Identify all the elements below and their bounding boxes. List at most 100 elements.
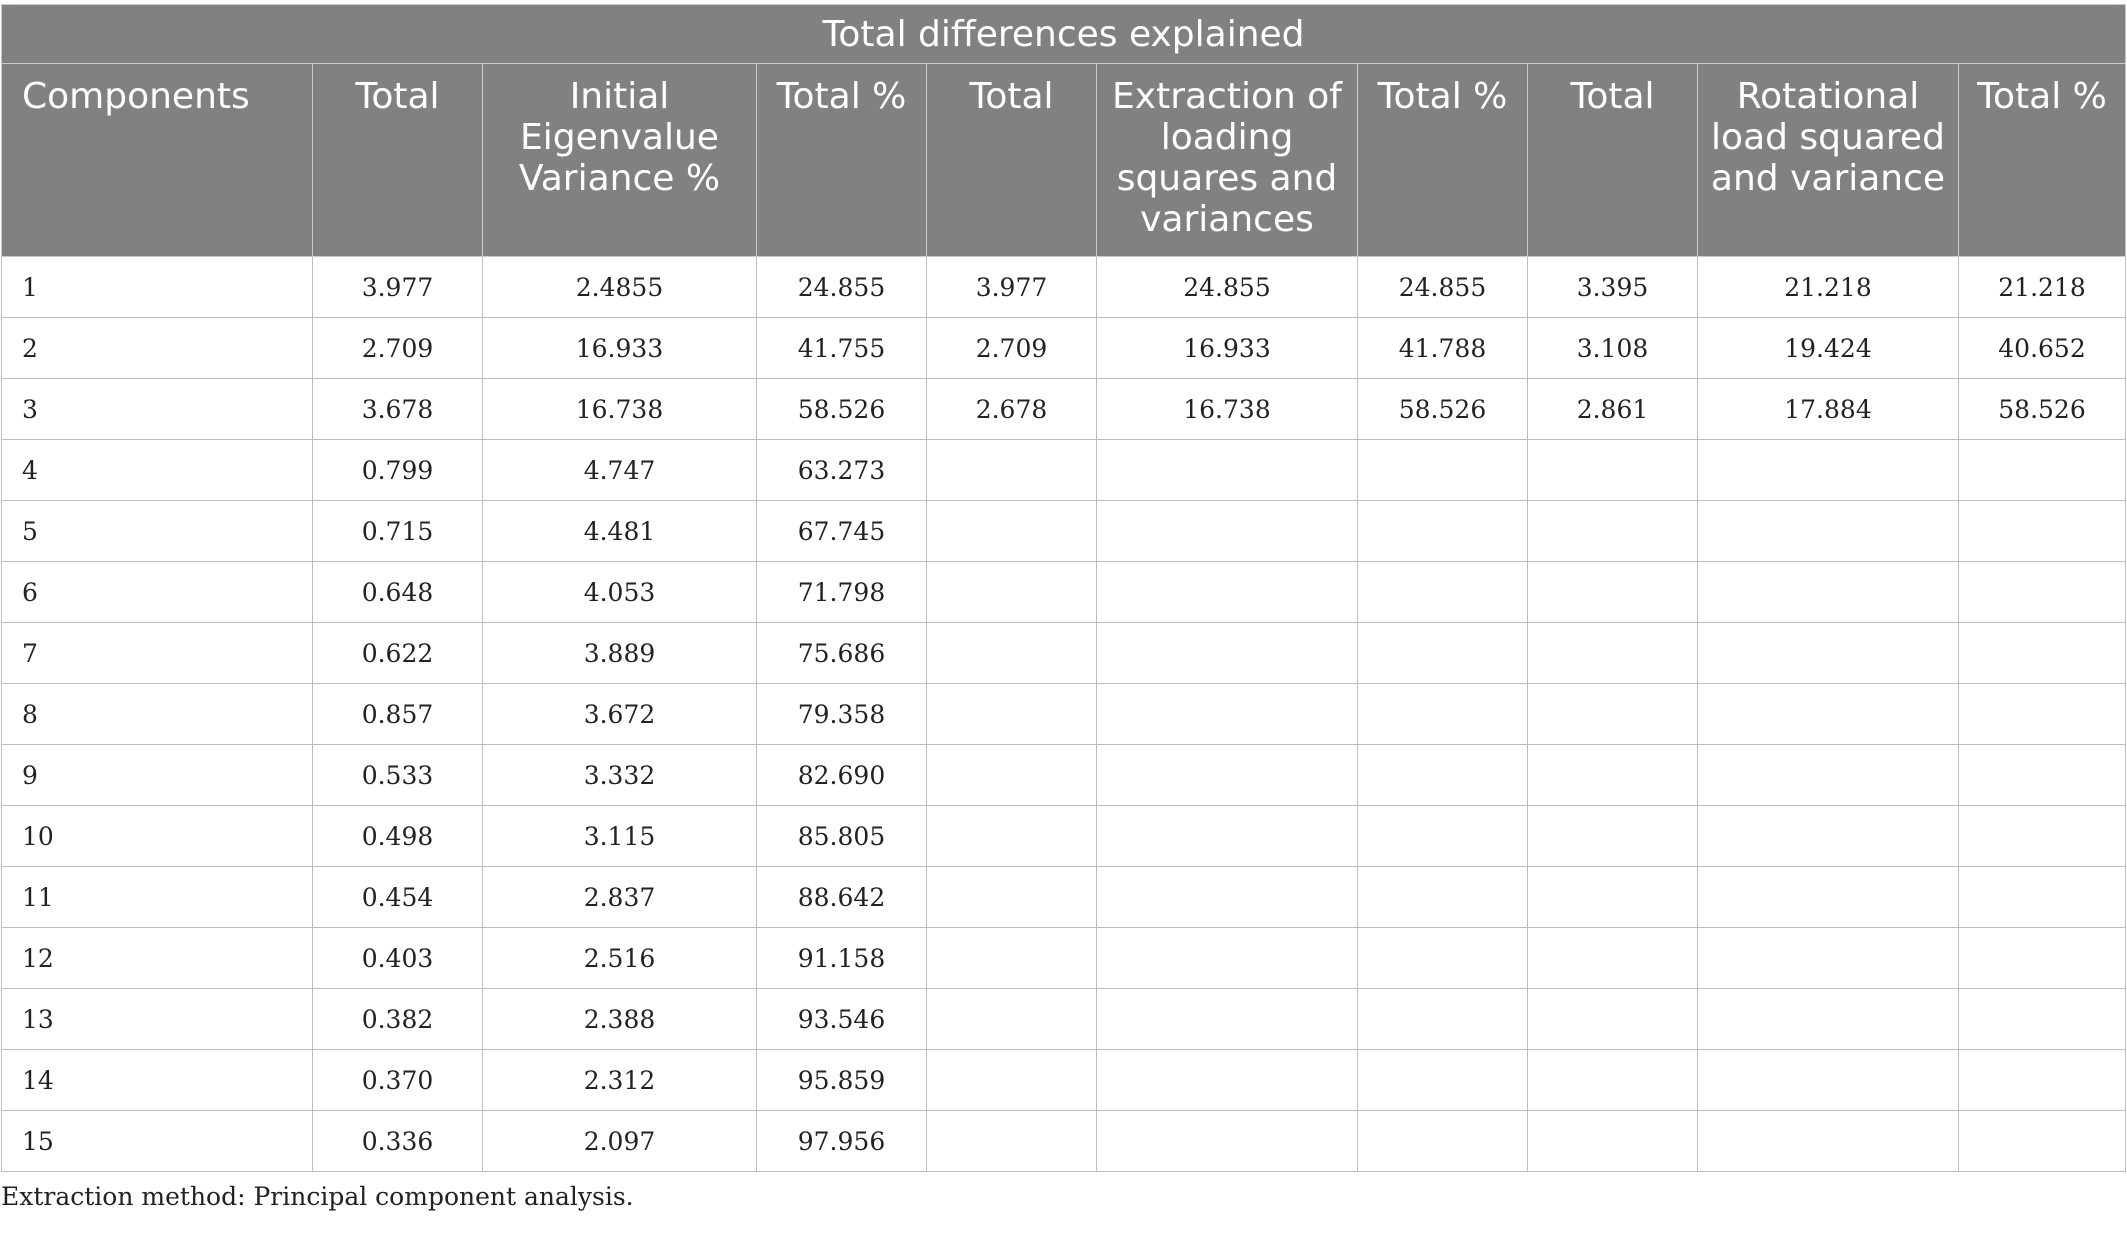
table-cell: 88.642 xyxy=(756,866,927,928)
table-cell xyxy=(1957,1049,2127,1111)
table-cell: 82.690 xyxy=(756,744,927,806)
table-cell: 0.403 xyxy=(312,927,483,989)
table-row: 5 0.715 4.481 67.745 xyxy=(1,500,2127,562)
table-cell xyxy=(926,744,1097,806)
table-cell xyxy=(1697,1049,1959,1111)
table-cell: 0.799 xyxy=(312,439,483,501)
table-row: 2 2.709 16.933 41.755 2.709 16.933 41.788 3.108… xyxy=(1,317,2127,379)
table-cell: 3.977 xyxy=(312,256,483,318)
table-cell xyxy=(926,561,1097,623)
table-cell: 75.686 xyxy=(756,622,927,684)
table-cell xyxy=(1527,622,1698,684)
table-cell xyxy=(1957,622,2127,684)
table-cell: 71.798 xyxy=(756,561,927,623)
table-cell xyxy=(1096,683,1358,745)
table-cell: 4.481 xyxy=(482,500,757,562)
table-cell xyxy=(1357,683,1528,745)
table-container: Total differences explained Components T… xyxy=(0,4,2127,1211)
table-row: 11 0.454 2.837 88.642 xyxy=(1,866,2127,928)
table-cell: 4 xyxy=(1,439,313,501)
table-cell xyxy=(1096,744,1358,806)
table-cell: 2.516 xyxy=(482,927,757,989)
table-cell: 0.370 xyxy=(312,1049,483,1111)
table-cell xyxy=(1957,561,2127,623)
table-body: 1 3.977 2.4855 24.855 3.977 24.855 24.855 3.395… xyxy=(1,256,2127,1172)
table-cell: 12 xyxy=(1,927,313,989)
table-cell xyxy=(1697,683,1959,745)
table-cell: 10 xyxy=(1,805,313,867)
table-cell xyxy=(1527,805,1698,867)
table-cell xyxy=(1527,561,1698,623)
table-cell: 67.745 xyxy=(756,500,927,562)
table-cell: 0.648 xyxy=(312,561,483,623)
table-cell xyxy=(1957,744,2127,806)
table-cell: 0.454 xyxy=(312,866,483,928)
table-cell xyxy=(1697,561,1959,623)
table-cell: 3.395 xyxy=(1527,256,1698,318)
table-cell xyxy=(1096,622,1358,684)
table-cell: 3.115 xyxy=(482,805,757,867)
variance-table: Total differences explained Components T… xyxy=(0,4,2127,1172)
table-cell: 24.855 xyxy=(1357,256,1528,318)
table-row: 8 0.857 3.672 79.358 xyxy=(1,683,2127,745)
table-cell: 0.622 xyxy=(312,622,483,684)
table-cell xyxy=(1957,805,2127,867)
table-cell xyxy=(1096,500,1358,562)
table-cell xyxy=(1527,866,1698,928)
table-cell: 0.382 xyxy=(312,988,483,1050)
table-cell: 8 xyxy=(1,683,313,745)
table-cell xyxy=(1957,927,2127,989)
table-cell: 3.977 xyxy=(926,256,1097,318)
table-cell: 9 xyxy=(1,744,313,806)
table-cell: 16.738 xyxy=(482,378,757,440)
table-cell xyxy=(1697,439,1959,501)
table-cell xyxy=(1527,1110,1698,1172)
table-cell: 16.933 xyxy=(1096,317,1358,379)
table-cell xyxy=(1096,866,1358,928)
table-cell xyxy=(1096,561,1358,623)
table-cell xyxy=(926,1110,1097,1172)
table-cell: 2.388 xyxy=(482,988,757,1050)
table-cell xyxy=(926,866,1097,928)
table-cell xyxy=(1697,988,1959,1050)
table-cell xyxy=(1357,500,1528,562)
table-cell: 3.889 xyxy=(482,622,757,684)
table-cell: 15 xyxy=(1,1110,313,1172)
table-cell: 2.709 xyxy=(312,317,483,379)
table-cell: 63.273 xyxy=(756,439,927,501)
table-cell xyxy=(1527,988,1698,1050)
table-cell: 41.788 xyxy=(1357,317,1528,379)
table-row: 3 3.678 16.738 58.526 2.678 16.738 58.526 2.861… xyxy=(1,378,2127,440)
table-cell xyxy=(926,927,1097,989)
table-cell: 4.747 xyxy=(482,439,757,501)
table-cell xyxy=(1697,866,1959,928)
table-cell: 97.956 xyxy=(756,1110,927,1172)
table-cell: 41.755 xyxy=(756,317,927,379)
table-cell: 93.546 xyxy=(756,988,927,1050)
table-cell xyxy=(926,988,1097,1050)
table-cell xyxy=(926,500,1097,562)
table-cell: 13 xyxy=(1,988,313,1050)
table-cell: 24.855 xyxy=(1096,256,1358,318)
column-header-total: Total xyxy=(1527,63,1698,257)
column-header-total: Total xyxy=(926,63,1097,257)
table-cell xyxy=(1357,1049,1528,1111)
table-cell xyxy=(1957,988,2127,1050)
table-cell: 79.358 xyxy=(756,683,927,745)
table-cell xyxy=(1697,927,1959,989)
table-row: 14 0.370 2.312 95.859 xyxy=(1,1049,2127,1111)
table-cell: 4.053 xyxy=(482,561,757,623)
table-cell: 3.332 xyxy=(482,744,757,806)
column-header-total: Total xyxy=(312,63,483,257)
table-cell: 0.533 xyxy=(312,744,483,806)
table-cell xyxy=(1357,622,1528,684)
table-cell xyxy=(1697,1110,1959,1172)
column-header-initial-eigenvalue-variance: Initial Eigenvalue Variance % xyxy=(482,63,757,257)
table-cell: 2 xyxy=(1,317,313,379)
table-cell: 17.884 xyxy=(1697,378,1959,440)
table-cell xyxy=(1957,866,2127,928)
table-cell xyxy=(1957,500,2127,562)
table-cell: 2.861 xyxy=(1527,378,1698,440)
table-cell: 21.218 xyxy=(1697,256,1959,318)
table-cell xyxy=(1527,683,1698,745)
